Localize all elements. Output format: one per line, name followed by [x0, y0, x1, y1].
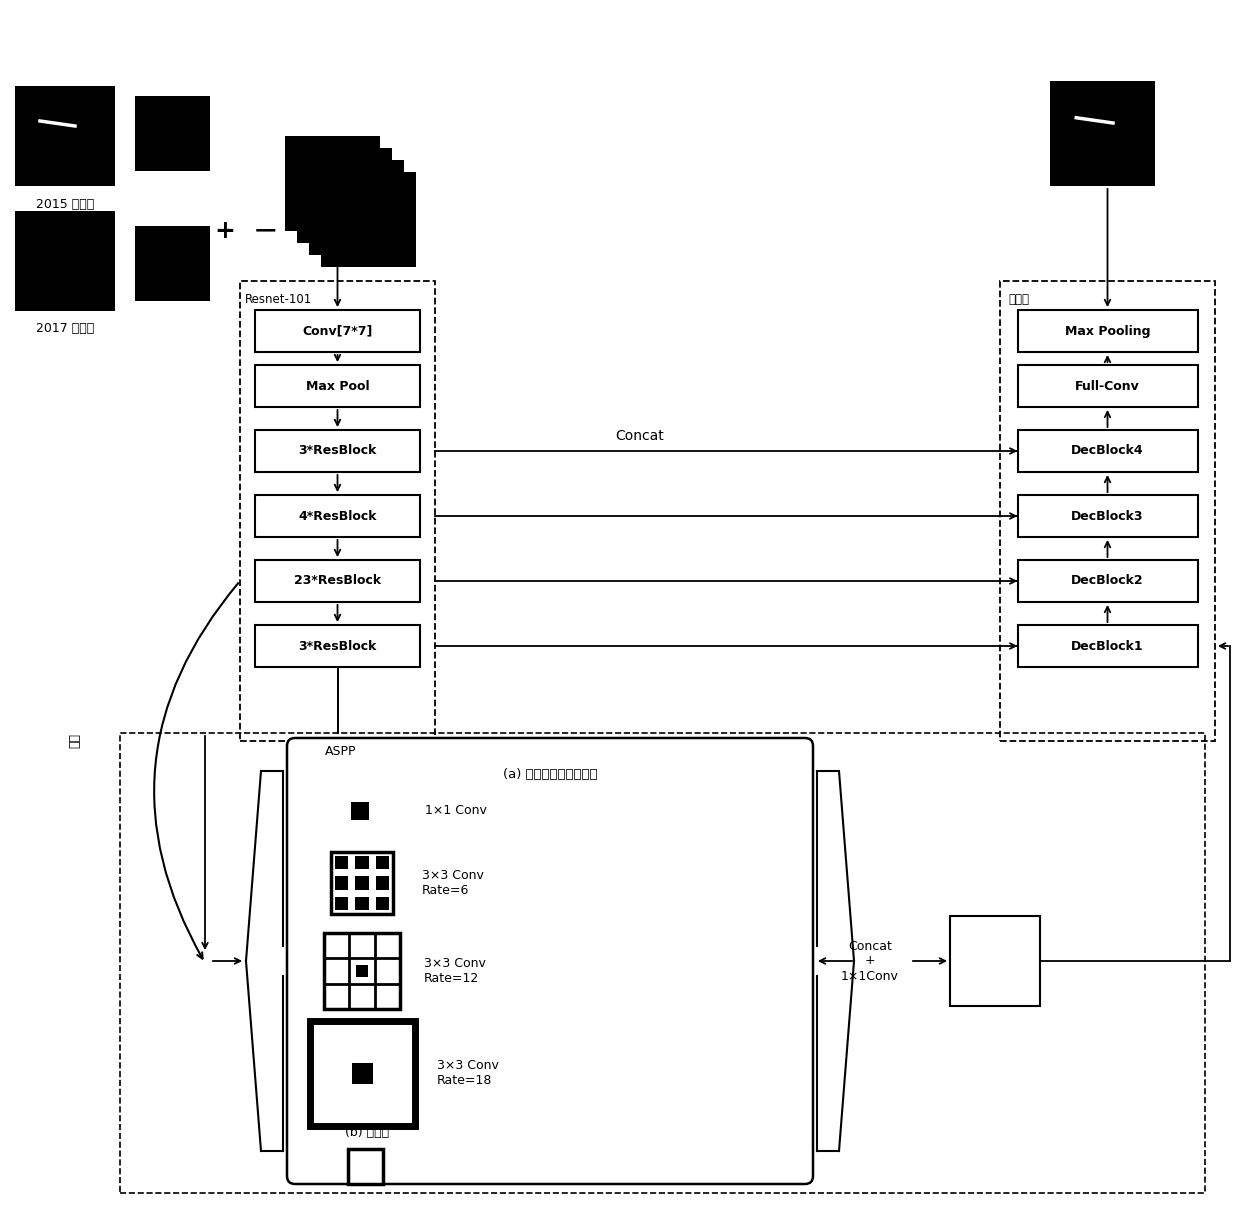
Bar	[351, 803, 370, 820]
Text: 23*ResBlock: 23*ResBlock	[294, 575, 381, 587]
Bar	[376, 856, 389, 869]
Text: DecBlock3: DecBlock3	[1071, 510, 1143, 522]
Text: Concat: Concat	[615, 428, 665, 443]
Bar	[1018, 560, 1198, 602]
Text: 2015 年影像: 2015 年影像	[36, 197, 94, 211]
Bar	[309, 160, 404, 255]
Bar	[285, 135, 379, 231]
Bar	[356, 856, 368, 869]
Text: DecBlock1: DecBlock1	[1071, 639, 1143, 652]
FancyBboxPatch shape	[286, 739, 813, 1184]
Bar	[255, 625, 420, 667]
Bar	[298, 148, 392, 243]
Text: 3*ResBlock: 3*ResBlock	[299, 444, 377, 458]
Text: −: −	[252, 217, 278, 245]
Bar	[347, 1149, 382, 1183]
Bar	[255, 366, 420, 407]
Bar	[335, 876, 348, 890]
Bar	[135, 96, 210, 171]
Bar	[376, 876, 389, 890]
Text: 3*ResBlock: 3*ResBlock	[299, 639, 377, 652]
Bar	[321, 172, 415, 267]
Bar	[1050, 81, 1154, 186]
Text: Conv[7*7]: Conv[7*7]	[303, 325, 373, 337]
Text: DecBlock4: DecBlock4	[1071, 444, 1143, 458]
Bar	[356, 876, 368, 890]
Bar	[324, 933, 401, 1009]
Text: 4*ResBlock: 4*ResBlock	[299, 510, 377, 522]
Bar	[356, 965, 368, 977]
Text: Full-Conv: Full-Conv	[1075, 379, 1140, 393]
Bar	[1018, 430, 1198, 471]
Bar	[255, 495, 420, 537]
Text: Concat
+
1×1Conv: Concat + 1×1Conv	[841, 939, 899, 982]
Text: ASPP: ASPP	[325, 745, 357, 758]
Bar	[135, 227, 210, 302]
Bar	[331, 852, 393, 913]
Text: Resnet-101: Resnet-101	[246, 293, 312, 307]
Text: 3×3 Conv
Rate=12: 3×3 Conv Rate=12	[424, 956, 486, 985]
Text: 编码: 编码	[68, 734, 82, 748]
Bar	[351, 1062, 372, 1083]
Text: +: +	[215, 219, 236, 243]
Bar	[1018, 310, 1198, 352]
Bar	[120, 732, 1205, 1193]
Text: 3×3 Conv
Rate=6: 3×3 Conv Rate=6	[422, 869, 484, 897]
Bar	[255, 560, 420, 602]
Bar	[950, 916, 1040, 1006]
Text: (b) 图像池: (b) 图像池	[345, 1126, 389, 1140]
Bar	[310, 1020, 414, 1125]
Bar	[15, 211, 115, 311]
Bar	[356, 897, 368, 910]
Bar	[15, 86, 115, 186]
Text: DecBlock2: DecBlock2	[1071, 575, 1143, 587]
Text: 解码器: 解码器	[1008, 293, 1029, 307]
Bar	[1018, 366, 1198, 407]
Bar	[255, 430, 420, 471]
Text: 2017 年影像: 2017 年影像	[36, 323, 94, 336]
Bar	[335, 897, 348, 910]
Bar	[335, 856, 348, 869]
Text: (a) 空洞空间金字塔池化: (a) 空洞空间金字塔池化	[502, 767, 598, 780]
Bar	[376, 897, 389, 910]
Text: Max Pool: Max Pool	[306, 379, 370, 393]
Bar	[999, 281, 1215, 741]
Text: 1×1 Conv: 1×1 Conv	[425, 805, 487, 817]
Bar	[1018, 495, 1198, 537]
Bar	[1018, 625, 1198, 667]
Bar	[241, 281, 435, 741]
Text: 3×3 Conv
Rate=18: 3×3 Conv Rate=18	[436, 1059, 498, 1087]
Text: Max Pooling: Max Pooling	[1065, 325, 1151, 337]
Bar	[255, 310, 420, 352]
